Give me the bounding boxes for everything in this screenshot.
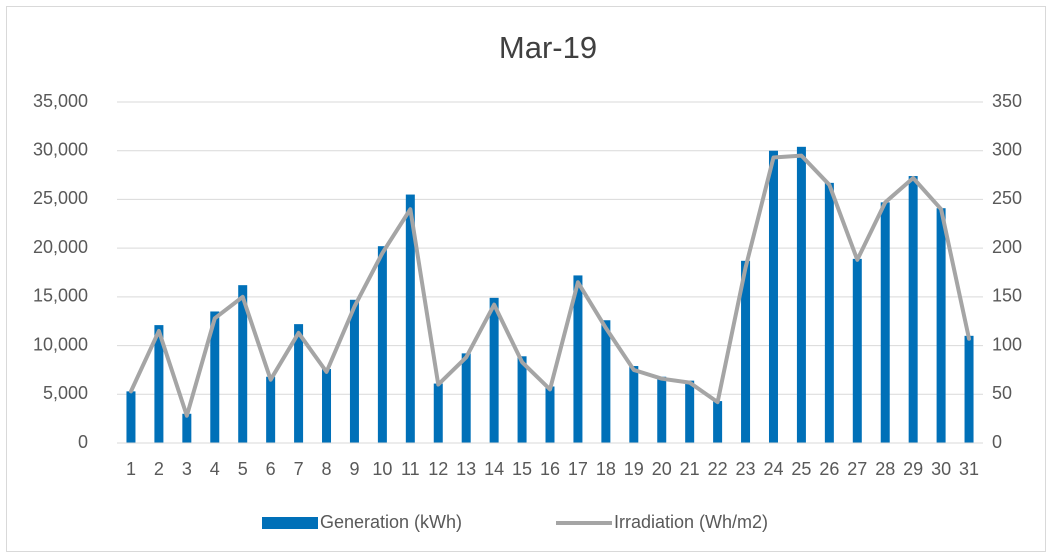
x-tick-label: 28 bbox=[875, 459, 895, 479]
x-tick-label: 16 bbox=[540, 459, 560, 479]
chart-title: Mar-19 bbox=[499, 30, 597, 65]
x-tick-label: 5 bbox=[238, 459, 248, 479]
bar bbox=[824, 182, 834, 443]
bar bbox=[936, 208, 946, 443]
x-tick-label: 26 bbox=[819, 459, 839, 479]
bar bbox=[489, 297, 499, 443]
y-tick-label: 30,000 bbox=[33, 139, 88, 159]
legend-label: Irradiation (Wh/m2) bbox=[614, 512, 768, 532]
bar bbox=[182, 413, 192, 443]
x-tick-label: 1 bbox=[126, 459, 136, 479]
bar bbox=[154, 325, 164, 443]
chart-frame bbox=[6, 6, 1046, 552]
bar bbox=[322, 368, 332, 443]
x-tick-label: 4 bbox=[210, 459, 220, 479]
y-tick-label: 35,000 bbox=[33, 91, 88, 111]
y2-tick-label: 0 bbox=[992, 432, 1002, 452]
x-tick-label: 19 bbox=[624, 459, 644, 479]
bar bbox=[405, 194, 415, 443]
y-tick-label: 5,000 bbox=[43, 383, 88, 403]
x-tick-label: 31 bbox=[959, 459, 979, 479]
y2-tick-label: 350 bbox=[992, 91, 1022, 111]
y2-tick-label: 50 bbox=[992, 383, 1012, 403]
legend-label: Generation (kWh) bbox=[320, 512, 462, 532]
bar bbox=[266, 376, 276, 443]
bar bbox=[768, 150, 778, 443]
x-tick-label: 23 bbox=[736, 459, 756, 479]
y-tick-label: 20,000 bbox=[33, 237, 88, 257]
bar bbox=[573, 275, 583, 443]
bar bbox=[238, 285, 248, 443]
y-tick-label: 10,000 bbox=[33, 334, 88, 354]
bar bbox=[629, 366, 639, 443]
x-tick-label: 13 bbox=[456, 459, 476, 479]
x-tick-label: 8 bbox=[322, 459, 332, 479]
y2-tick-label: 250 bbox=[992, 188, 1022, 208]
bar bbox=[852, 258, 862, 443]
bar bbox=[796, 146, 806, 443]
x-tick-label: 7 bbox=[294, 459, 304, 479]
x-tick-label: 22 bbox=[708, 459, 728, 479]
bar bbox=[349, 299, 359, 443]
x-tick-label: 24 bbox=[763, 459, 783, 479]
x-tick-label: 21 bbox=[680, 459, 700, 479]
bar bbox=[964, 335, 974, 443]
y-tick-label: 0 bbox=[78, 432, 88, 452]
bar bbox=[713, 401, 723, 443]
legend-swatch bbox=[262, 517, 318, 529]
bar bbox=[210, 311, 220, 443]
y2-tick-label: 100 bbox=[992, 334, 1022, 354]
y2-tick-label: 300 bbox=[992, 139, 1022, 159]
y-tick-label: 25,000 bbox=[33, 188, 88, 208]
bar bbox=[517, 356, 527, 443]
bar bbox=[880, 202, 890, 443]
bar bbox=[377, 246, 387, 443]
bar bbox=[126, 391, 136, 443]
x-tick-label: 30 bbox=[931, 459, 951, 479]
bar bbox=[461, 353, 471, 443]
x-tick-label: 29 bbox=[903, 459, 923, 479]
bar bbox=[601, 320, 611, 443]
x-tick-label: 12 bbox=[428, 459, 448, 479]
bar bbox=[908, 176, 918, 443]
x-tick-label: 20 bbox=[652, 459, 672, 479]
x-tick-label: 10 bbox=[372, 459, 392, 479]
bar bbox=[294, 324, 304, 443]
y2-tick-label: 150 bbox=[992, 286, 1022, 306]
x-tick-label: 3 bbox=[182, 459, 192, 479]
x-tick-label: 14 bbox=[484, 459, 504, 479]
x-tick-label: 11 bbox=[401, 459, 420, 479]
x-tick-label: 27 bbox=[847, 459, 867, 479]
bar bbox=[741, 260, 751, 443]
line bbox=[128, 153, 972, 418]
bar bbox=[657, 376, 667, 443]
bar bbox=[433, 383, 443, 443]
bar bbox=[685, 380, 695, 443]
x-tick-label: 2 bbox=[154, 459, 164, 479]
x-tick-label: 9 bbox=[349, 459, 359, 479]
x-tick-label: 17 bbox=[568, 459, 588, 479]
y2-tick-label: 200 bbox=[992, 237, 1022, 257]
bar bbox=[545, 386, 555, 443]
x-tick-label: 15 bbox=[512, 459, 532, 479]
x-tick-label: 18 bbox=[596, 459, 616, 479]
x-tick-label: 6 bbox=[266, 459, 276, 479]
y-tick-label: 15,000 bbox=[33, 286, 88, 306]
x-tick-label: 25 bbox=[791, 459, 811, 479]
